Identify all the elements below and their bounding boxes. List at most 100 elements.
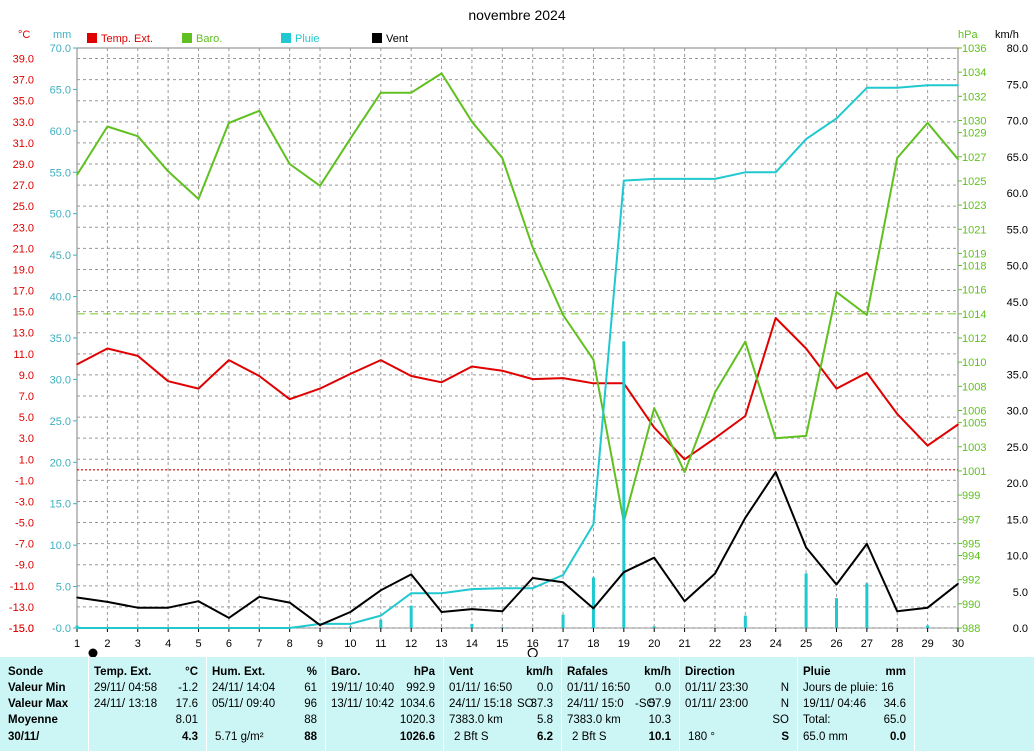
data-point — [197, 198, 200, 200]
vent-current-value: 6.2 — [537, 731, 553, 743]
sonde-title: Sonde — [8, 666, 44, 678]
data-point — [835, 583, 838, 586]
temp-tick-label: 15.0 — [13, 307, 34, 319]
data-point — [774, 471, 777, 473]
data-point — [926, 444, 929, 447]
data-point — [288, 163, 291, 165]
baro-min-date: 19/11/ 10:40 — [331, 682, 395, 694]
rain-daily-bar — [622, 341, 626, 628]
data-point — [349, 137, 352, 140]
chart-legend: Temp. Ext. Baro. Pluie Vent — [87, 33, 408, 45]
data-point — [410, 375, 412, 377]
stats-col-direction: Direction 01/11/ 23:30 N 01/11/ 23:00 N SO… — [680, 657, 798, 751]
x-tick-label: 26 — [830, 638, 842, 650]
x-tick-label: 24 — [770, 638, 782, 650]
x-tick-label: 7 — [256, 638, 262, 650]
wind-tick-label: 70.0 — [1007, 116, 1028, 128]
stats-col-pluie: Pluie mm Jours de pluie: 16 19/11/ 04:46 3… — [798, 657, 915, 751]
data-point — [926, 122, 929, 124]
rafales-max-value: 57.9 — [648, 698, 671, 710]
direction-current-value: S — [781, 731, 789, 743]
x-tick-label: 18 — [587, 638, 599, 650]
temp-title: Temp. Ext. — [94, 666, 152, 678]
rain-daily-bar — [743, 615, 747, 628]
stats-col-baro: Baro. hPa 19/11/ 10:40 992.9 13/11/ 10:42 1… — [326, 657, 444, 751]
data-point — [228, 359, 230, 361]
data-point — [896, 157, 899, 159]
data-point — [471, 608, 473, 610]
vent-max-dir: SO — [517, 698, 534, 710]
x-tick-label: 16 — [527, 638, 539, 650]
x-tick-label: 13 — [435, 638, 447, 650]
data-point — [896, 86, 899, 89]
pluie-max-date: 19/11/ 04:46 — [803, 698, 867, 710]
temp-tick-label: 13.0 — [13, 328, 34, 340]
data-point — [592, 523, 595, 526]
wind-tick-label: 0.0 — [1013, 623, 1028, 635]
rafales-max-date: 24/11/ 15:0 — [567, 698, 624, 710]
rain-daily-bar — [379, 619, 383, 628]
x-tick-label: 28 — [891, 638, 903, 650]
hum-title: Hum. Ext. — [212, 666, 266, 678]
pluie-max-value: 34.6 — [883, 698, 906, 710]
data-point — [410, 91, 412, 94]
rain-tick-label: 40.0 — [50, 292, 71, 304]
data-point — [683, 458, 686, 461]
temp-unit: °C — [185, 666, 198, 678]
data-point — [957, 582, 959, 585]
data-point — [653, 556, 656, 559]
data-point — [288, 601, 291, 604]
legend-label: Pluie — [295, 33, 319, 45]
hum-mean-value: 88 — [304, 714, 317, 726]
hum-max-value: 96 — [304, 698, 317, 710]
temp-tick-label: 35.0 — [13, 96, 34, 108]
wind-tick-label: 15.0 — [1007, 514, 1028, 526]
data-point — [774, 317, 777, 319]
data-point — [835, 117, 838, 120]
temp-tick-label: 31.0 — [13, 138, 34, 150]
rain-daily-bar — [561, 614, 565, 628]
baro-title: Baro. — [331, 666, 361, 678]
stats-col-sonde: Sonde Valeur Min Valeur Max Moyenne 30/1… — [0, 657, 89, 751]
temp-tick-label: -5.0 — [15, 518, 34, 530]
data-point — [744, 340, 747, 343]
data-point — [531, 378, 534, 380]
baro-tick-label: 1019 — [962, 248, 986, 260]
temp-unit-label: °C — [18, 29, 30, 41]
data-point — [926, 606, 929, 609]
temp-tick-label: 5.0 — [19, 412, 34, 424]
data-point — [258, 110, 261, 112]
temp-tick-label: -1.0 — [15, 475, 34, 487]
x-tick-label: 10 — [344, 638, 356, 650]
data-point — [835, 387, 838, 390]
direction-mean-value: SO — [772, 714, 789, 726]
data-point — [349, 611, 352, 613]
wind-tick-label: 55.0 — [1007, 224, 1028, 236]
data-point — [106, 347, 109, 350]
temp-tick-label: 3.0 — [19, 433, 34, 445]
stats-table: Sonde Valeur Min Valeur Max Moyenne 30/1… — [0, 657, 1034, 751]
data-point — [866, 86, 868, 89]
baro-tick-label: 997 — [962, 514, 980, 526]
data-point — [440, 611, 443, 613]
data-point — [349, 623, 352, 625]
data-point — [501, 157, 504, 159]
rain-daily-bar — [409, 605, 413, 628]
data-point — [319, 624, 321, 626]
vent-mean-value: 5.8 — [537, 714, 553, 726]
data-point — [167, 170, 169, 173]
baro-tick-label: 994 — [962, 551, 980, 563]
vent-min-value: 0.0 — [537, 682, 553, 694]
legend-swatch — [87, 33, 97, 43]
rain-daily-bar — [500, 627, 504, 628]
data-point — [76, 596, 78, 599]
data-point — [592, 358, 595, 361]
data-point — [258, 627, 261, 629]
data-point — [683, 600, 686, 602]
temp-min-date: 29/11/ 04:58 — [94, 682, 158, 694]
legend-label: Temp. Ext. — [101, 33, 153, 45]
temp-tick-label: 37.0 — [13, 75, 34, 87]
data-point — [228, 122, 230, 124]
rain-tick-label: 55.0 — [50, 167, 71, 179]
rain-daily-bar — [652, 626, 656, 628]
